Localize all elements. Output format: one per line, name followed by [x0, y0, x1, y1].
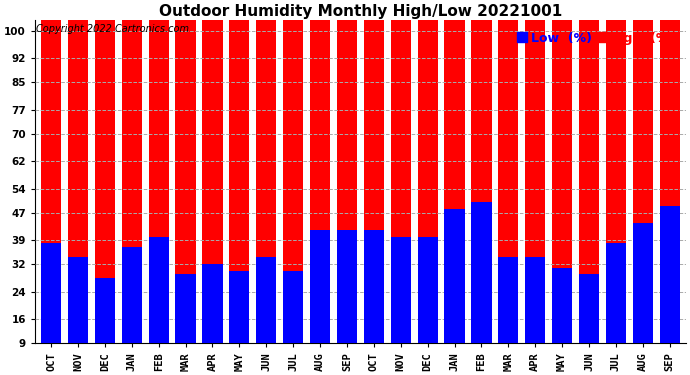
Title: Outdoor Humidity Monthly High/Low 20221001: Outdoor Humidity Monthly High/Low 202210… [159, 4, 562, 19]
Bar [498, 257, 518, 343]
Bar [95, 0, 115, 343]
Bar [660, 0, 680, 343]
Bar [68, 0, 88, 343]
Bar [417, 237, 437, 343]
Bar [148, 0, 169, 343]
Legend: Low  (%), High  (%): Low (%), High (%) [512, 27, 680, 50]
Bar [364, 0, 384, 343]
Bar [337, 0, 357, 343]
Bar [202, 264, 223, 343]
Bar [364, 230, 384, 343]
Bar [579, 274, 599, 343]
Bar [552, 0, 572, 343]
Bar [391, 237, 411, 343]
Bar [391, 0, 411, 343]
Bar [41, 0, 61, 343]
Bar [283, 0, 303, 343]
Bar [633, 223, 653, 343]
Bar [310, 0, 330, 343]
Text: Copyright 2022 Cartronics.com: Copyright 2022 Cartronics.com [37, 24, 189, 33]
Bar [310, 230, 330, 343]
Bar [606, 0, 626, 343]
Bar [525, 257, 545, 343]
Bar [256, 0, 276, 343]
Bar [525, 0, 545, 343]
Bar [417, 0, 437, 343]
Bar [498, 0, 518, 343]
Bar [579, 0, 599, 343]
Bar [606, 243, 626, 343]
Bar [175, 274, 196, 343]
Bar [283, 271, 303, 343]
Bar [444, 0, 464, 343]
Bar [175, 13, 196, 343]
Bar [229, 271, 250, 343]
Bar [121, 247, 142, 343]
Bar [202, 0, 223, 343]
Bar [471, 202, 491, 343]
Bar [68, 257, 88, 343]
Bar [660, 206, 680, 343]
Bar [41, 243, 61, 343]
Bar [95, 278, 115, 343]
Bar [121, 0, 142, 343]
Bar [148, 237, 169, 343]
Bar [471, 0, 491, 343]
Bar [337, 230, 357, 343]
Bar [444, 209, 464, 343]
Bar [552, 267, 572, 343]
Bar [633, 0, 653, 343]
Bar [256, 257, 276, 343]
Bar [229, 0, 250, 343]
